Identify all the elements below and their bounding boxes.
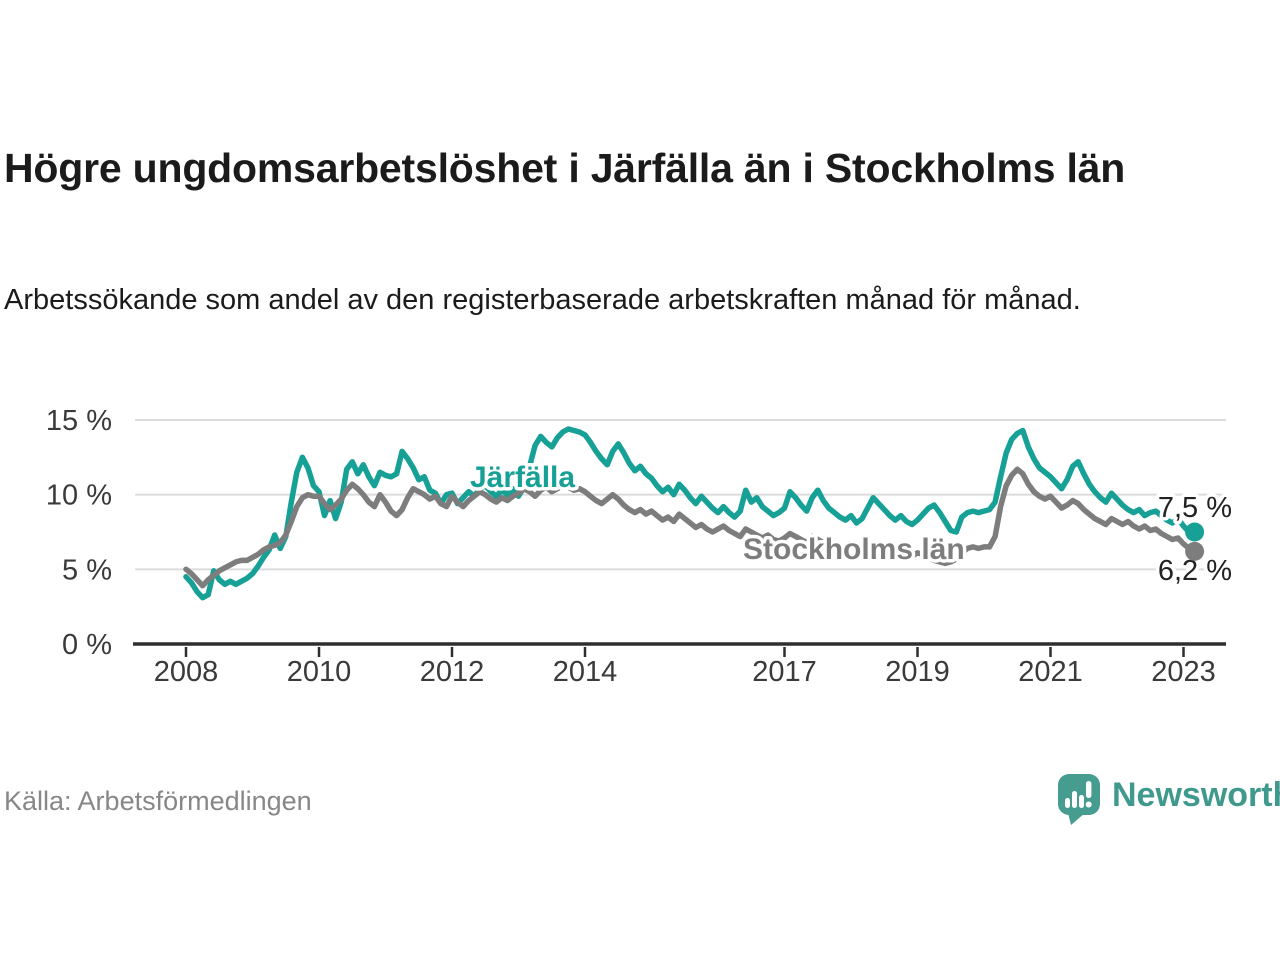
- x-tick-label: 2014: [553, 656, 618, 688]
- series-layer: [183, 426, 1198, 601]
- end-dot-layer: [1185, 522, 1205, 561]
- grid-layer: [135, 419, 1226, 571]
- chart-subtitle: Arbetssökande som andel av den registerb…: [4, 284, 1081, 316]
- y-tick-label: 15 %: [46, 405, 112, 437]
- newsworthy-bubble-chart-icon: [1058, 774, 1100, 825]
- series-line-stockholms-lan: [183, 466, 1198, 589]
- x-tick-label: 2023: [1151, 656, 1216, 688]
- x-tick-label: 2019: [885, 656, 950, 688]
- end-value-label-jarfalla: 7,5 %: [1158, 492, 1232, 524]
- axis-label-layer: 0 % 5 % 10 % 15 % 2008 2010 2012 2014 2017 2019 20…: [46, 405, 1216, 688]
- end-dot-stockholms-lan: [1185, 541, 1205, 561]
- newsworthy-wordmark: Newsworthy: [1112, 776, 1280, 814]
- x-tick-label: 2012: [420, 656, 485, 688]
- x-tick-label: 2008: [154, 656, 219, 688]
- series-line-jarfalla: [183, 426, 1198, 601]
- series-label-stockholms-lan: Stockholms län: [743, 533, 965, 566]
- x-tick-label: 2010: [287, 656, 352, 688]
- series-label-jarfalla: Järfälla: [470, 461, 575, 494]
- y-tick-label: 5 %: [62, 554, 112, 586]
- source-note: Källa: Arbetsförmedlingen: [4, 786, 312, 816]
- x-tick-label: 2017: [752, 656, 817, 688]
- newsworthy-logo: Newsworthy: [1056, 772, 1280, 826]
- end-dot-jarfalla: [1185, 522, 1205, 542]
- x-tick-label: 2021: [1018, 656, 1083, 688]
- axis-layer: [133, 642, 1226, 657]
- y-tick-label: 0 %: [62, 629, 112, 661]
- page-title: Högre ungdomsarbetslöshet i Järfälla än …: [4, 145, 1126, 191]
- y-tick-label: 10 %: [46, 480, 112, 512]
